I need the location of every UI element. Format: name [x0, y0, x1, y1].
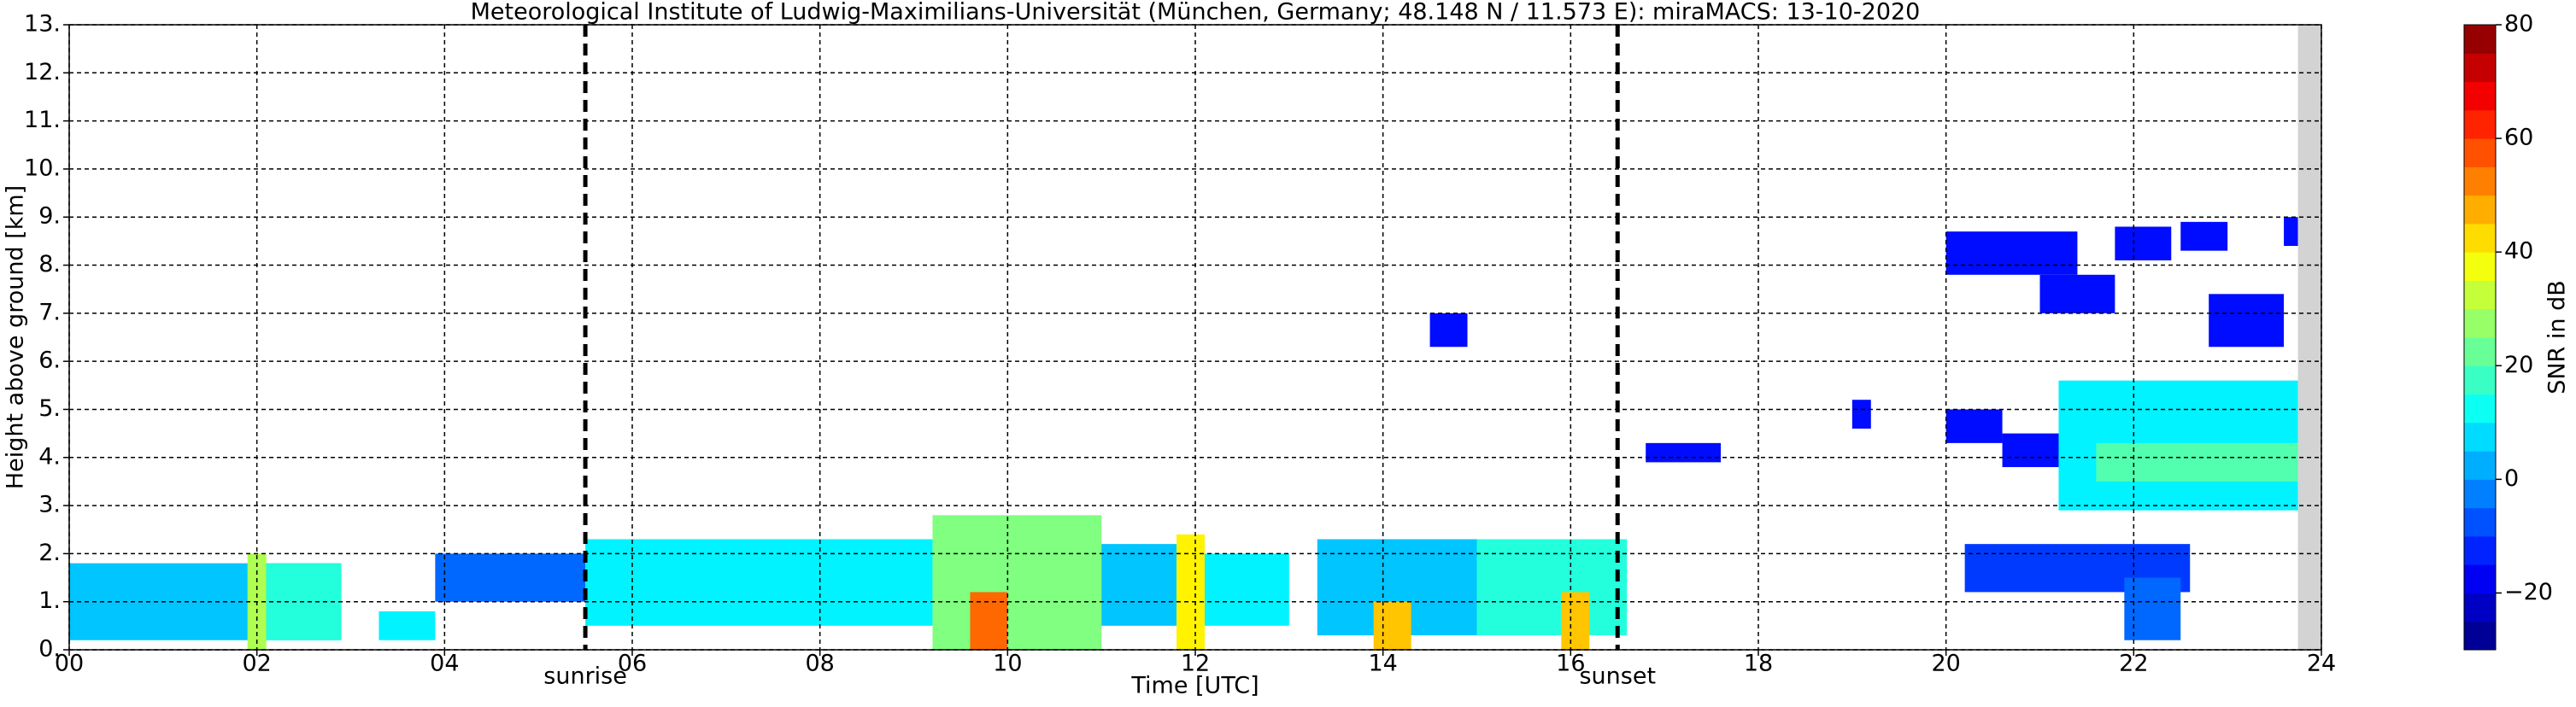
colorbar-step — [2464, 337, 2496, 366]
colorbar-step — [2464, 167, 2496, 196]
y-tick-label: 2. — [38, 540, 61, 566]
colorbar-frame — [2463, 24, 2497, 651]
radar-echo — [2124, 577, 2181, 640]
colorbar-step — [2464, 53, 2496, 83]
radar-echo — [585, 539, 933, 626]
y-tick-label: 5. — [38, 395, 61, 422]
radar-echo — [1476, 539, 1628, 636]
radar-echo — [2284, 217, 2298, 247]
x-tick-label: 16 — [1556, 651, 1585, 677]
colorbar-step — [2464, 507, 2496, 537]
colorbar-tick-label: −20 — [2504, 579, 2553, 605]
radar-echo — [2180, 221, 2228, 251]
colorbar-step — [2464, 451, 2496, 480]
radar-echo — [378, 611, 436, 640]
radar-echo — [1945, 409, 2003, 443]
marker-label: sunset — [1579, 663, 1656, 690]
radar-echo — [1851, 400, 1871, 429]
colorbar-step — [2464, 479, 2496, 509]
plot-frame — [68, 24, 2322, 651]
x-tick-label: 22 — [2119, 651, 2148, 677]
y-tick-label: 13. — [24, 11, 61, 38]
colorbar-step — [2464, 223, 2496, 253]
y-tick-label: 3. — [38, 492, 61, 518]
y-tick-label: 11. — [24, 107, 61, 133]
y-tick-label: 9. — [38, 203, 61, 230]
colorbar-tick-label: 20 — [2504, 352, 2533, 378]
x-tick-label: 06 — [618, 651, 647, 677]
x-axis-label: Time [UTC] — [1130, 673, 1259, 699]
colorbar-tick-label: 0 — [2504, 465, 2519, 492]
y-tick-label: 10. — [24, 155, 61, 181]
y-tick-label: 0. — [38, 636, 61, 663]
y-tick-label: 12. — [24, 59, 61, 85]
radar-echo — [435, 553, 586, 602]
y-axis-label: Height above ground [km] — [3, 185, 29, 489]
colorbar-step — [2464, 564, 2496, 593]
colorbar-step — [2464, 138, 2496, 167]
radar-echo — [1646, 442, 1722, 463]
colorbar-step — [2464, 308, 2496, 338]
x-tick-label: 04 — [430, 651, 459, 677]
radar-echo — [2039, 274, 2115, 313]
radar-echo — [1373, 601, 1411, 650]
colorbar-step — [2464, 252, 2496, 281]
x-tick-label: 10 — [993, 651, 1022, 677]
x-tick-label: 18 — [1744, 651, 1773, 677]
colorbar-step — [2464, 365, 2496, 395]
colorbar-step — [2464, 81, 2496, 111]
marker-label: sunrise — [543, 663, 627, 690]
colorbar-step — [2464, 195, 2496, 225]
colorbar-step — [2464, 394, 2496, 424]
colorbar-tick-label: 80 — [2504, 11, 2533, 38]
radar-echo — [1204, 553, 1289, 626]
radar-echo — [2096, 442, 2298, 482]
radar-echo — [1429, 313, 1468, 348]
colorbar-tick-label: 40 — [2504, 238, 2533, 265]
colorbar-tick-label: 60 — [2504, 125, 2533, 151]
x-tick-label: 14 — [1368, 651, 1397, 677]
y-tick-label: 1. — [38, 587, 61, 614]
colorbar-step — [2464, 25, 2496, 54]
colorbar-step — [2464, 535, 2496, 565]
radar-echo — [1101, 544, 1177, 626]
y-tick-label: 6. — [38, 348, 61, 374]
x-tick-label: 20 — [1931, 651, 1960, 677]
x-tick-label: 24 — [2307, 651, 2336, 677]
y-tick-label: 7. — [38, 299, 61, 325]
no-data-region — [2297, 25, 2321, 650]
x-tick-label: 12 — [1181, 651, 1210, 677]
colorbar-step — [2464, 109, 2496, 139]
colorbar-step — [2464, 280, 2496, 310]
x-tick-label: 02 — [242, 651, 271, 677]
x-tick-label: 00 — [55, 651, 84, 677]
chart-title: Meteorological Institute of Ludwig-Maxim… — [471, 0, 1921, 26]
y-tick-label: 4. — [38, 443, 61, 470]
radar-echo — [1177, 534, 1205, 650]
colorbar-label: SNR in dB — [2544, 280, 2571, 394]
radar-echo — [2002, 433, 2068, 468]
colorbar-step — [2464, 621, 2496, 651]
radar-echo — [970, 592, 1008, 650]
colorbar-step — [2464, 422, 2496, 452]
radar-echo — [2115, 226, 2172, 260]
y-tick-label: 8. — [38, 251, 61, 278]
radar-echo — [1945, 231, 2078, 275]
radar-echo — [932, 515, 1102, 650]
radar-echo — [1561, 592, 1590, 650]
x-tick-label: 08 — [805, 651, 834, 677]
radar-echo — [2209, 294, 2285, 348]
colorbar-step — [2464, 593, 2496, 622]
